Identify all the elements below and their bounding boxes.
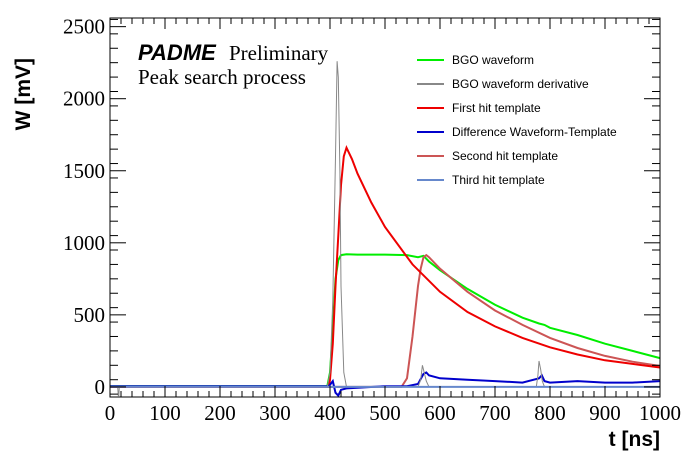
legend-entry: BGO waveform derivative [452, 77, 589, 91]
series-line-2 [110, 144, 661, 388]
x-tick-label: 300 [259, 401, 291, 425]
x-tick-label: 500 [369, 401, 401, 425]
y-tick-label: 0 [95, 375, 106, 399]
x-tick-label: 400 [314, 401, 346, 425]
x-tick-label: 100 [149, 401, 181, 425]
y-tick-label: 2000 [63, 87, 105, 111]
y-tick-label: 1500 [63, 159, 105, 183]
x-tick-label: 200 [204, 401, 236, 425]
x-tick-label: 0 [105, 401, 116, 425]
x-tick-label: 800 [534, 401, 566, 425]
legend-entry: BGO waveform [452, 53, 534, 67]
y-tick-label: 1000 [63, 231, 105, 255]
y-axis-title: W [mV] [12, 58, 35, 130]
series-layer [110, 61, 661, 398]
legend-entry: Second hit template [452, 149, 558, 163]
series-line-3 [110, 371, 661, 398]
legend: BGO waveform BGO waveform derivative First… [417, 53, 617, 187]
x-tick-label: 700 [479, 401, 511, 425]
x-axis-title: t [ns] [609, 428, 660, 451]
series-line-4 [110, 253, 661, 388]
legend-entry: Third hit template [452, 173, 545, 187]
annotation-subtitle: Peak search process [138, 65, 306, 89]
legend-entry: Difference Waveform-Template [452, 125, 617, 139]
y-tick-label: 2500 [63, 15, 105, 39]
y-tick-label: 500 [74, 303, 106, 327]
axis-layer: 0 100 200 300 400 500 600 700 800 900 1000 0 500 1000… [63, 15, 681, 425]
annotation-experiment: PADME [138, 40, 217, 65]
series-line-0 [110, 253, 661, 388]
x-tick-label: 900 [589, 401, 621, 425]
x-tick-label: 600 [424, 401, 456, 425]
annotation-status: Preliminary [229, 41, 329, 65]
legend-entry: First hit template [452, 101, 541, 115]
x-tick-label: 1000 [639, 401, 681, 425]
